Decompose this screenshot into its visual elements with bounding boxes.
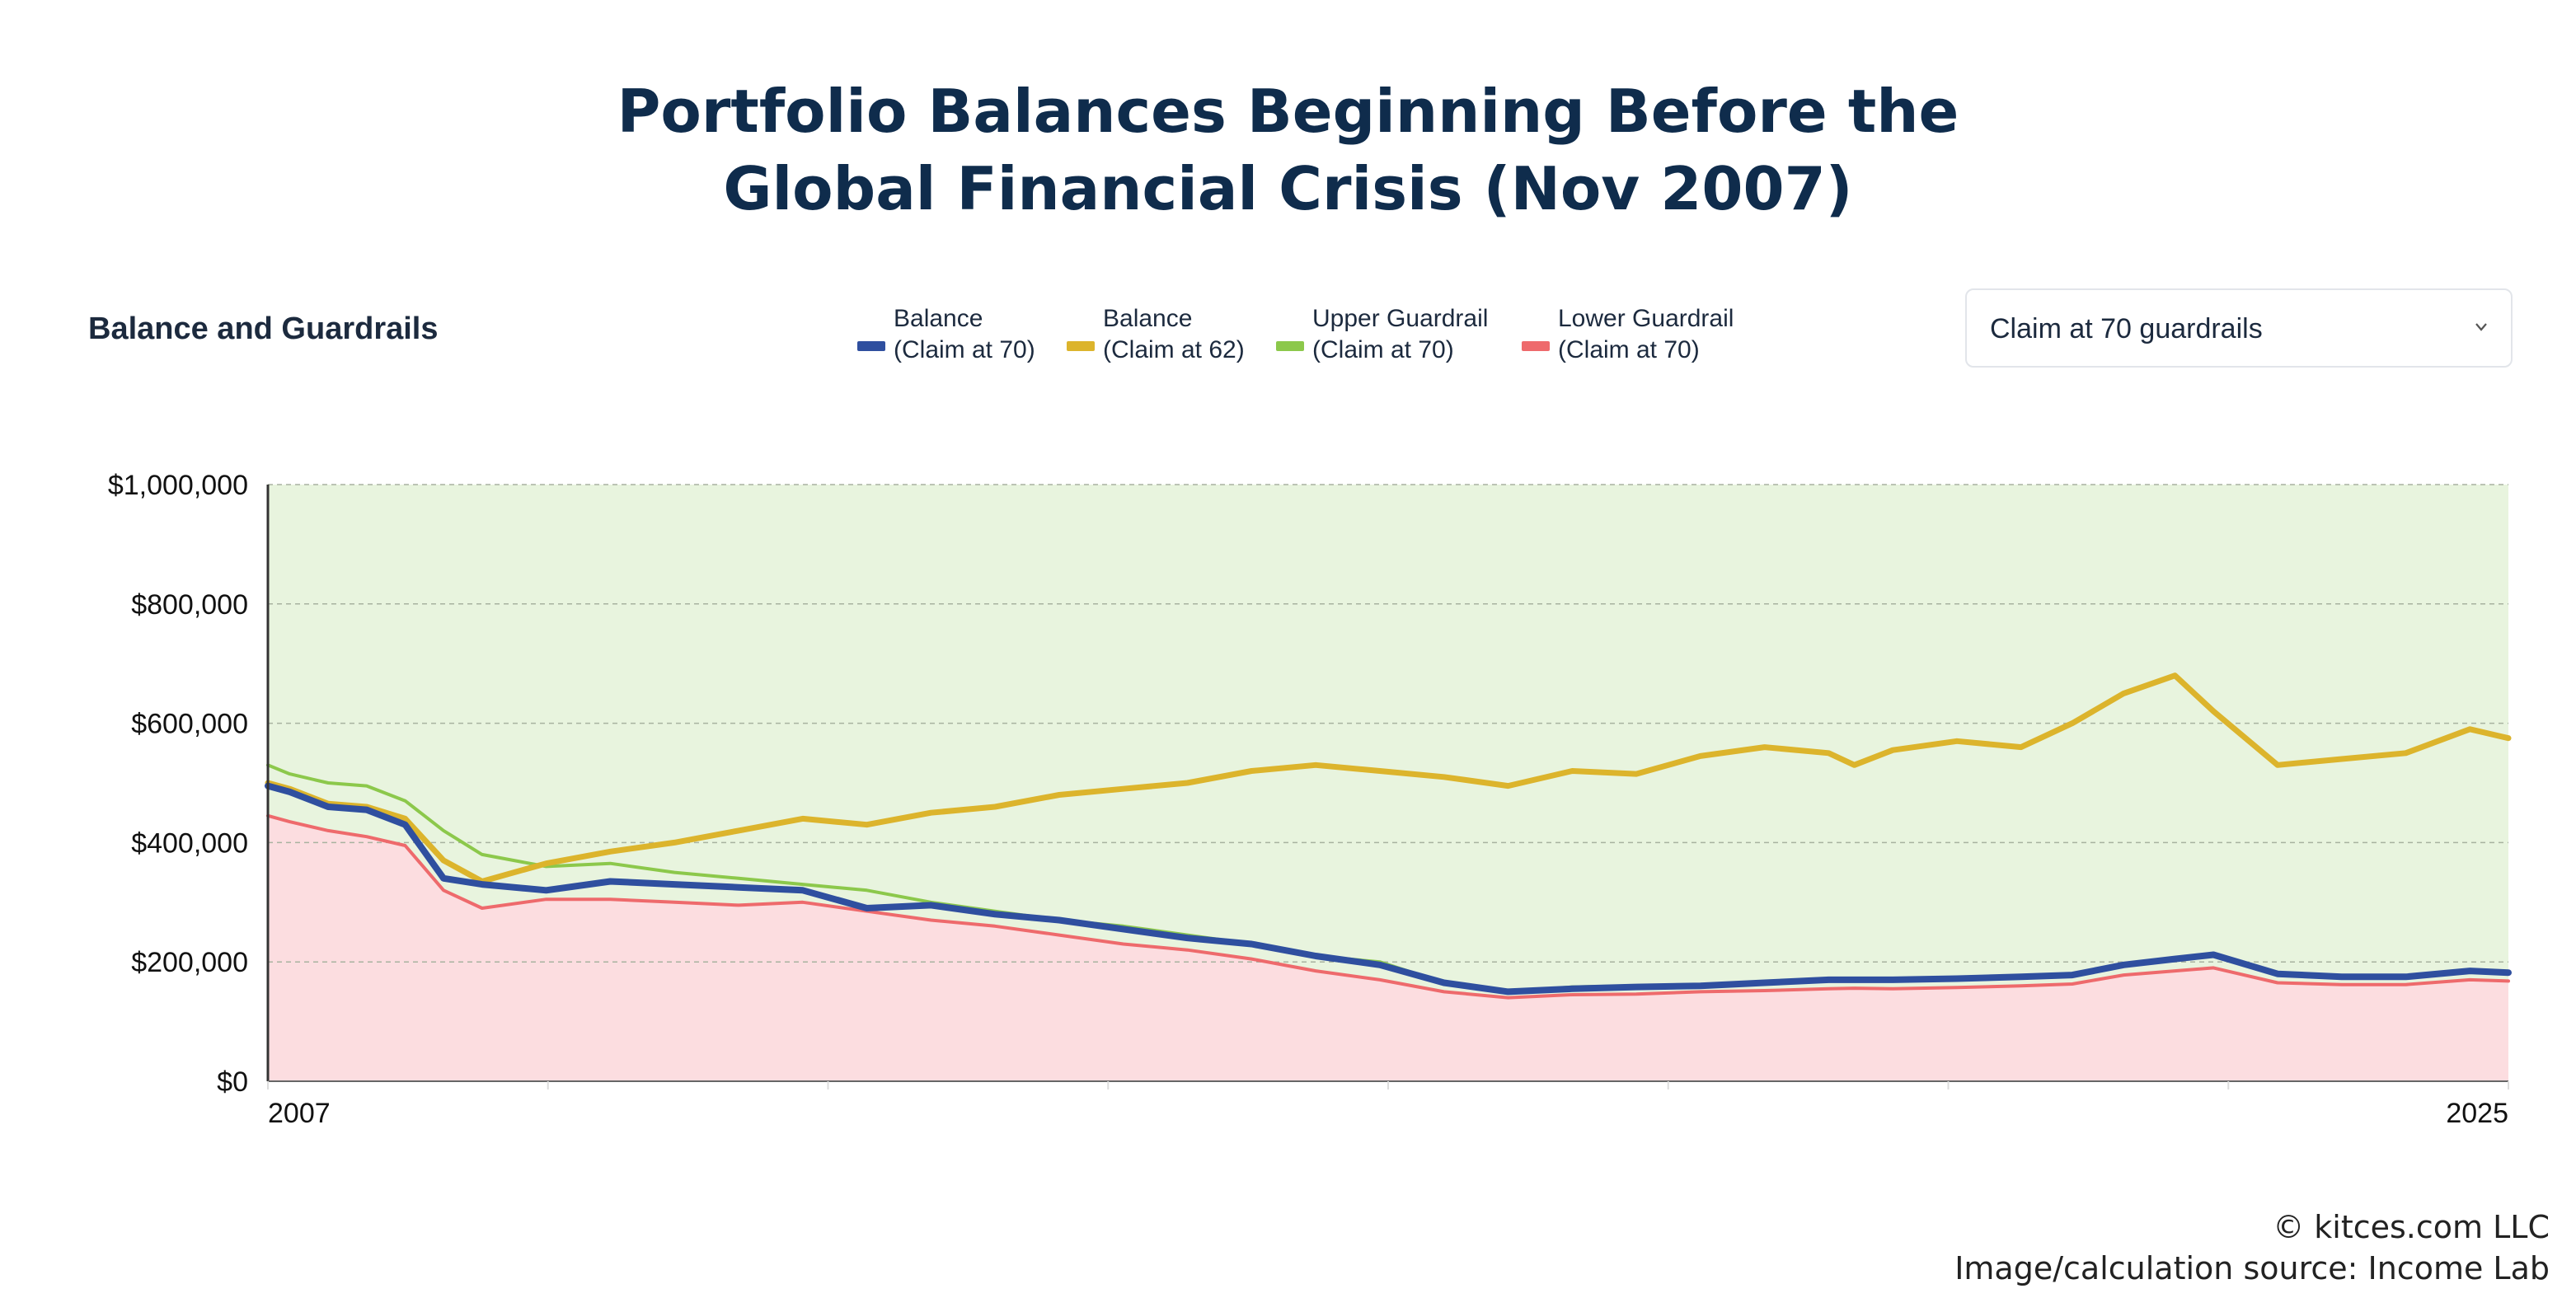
chevron-down-icon[interactable] [2475, 315, 2488, 340]
legend-swatch-lower-guardrail [1522, 341, 1550, 351]
legend-label-line2: (Claim at 70) [894, 336, 1035, 363]
legend-label-line2: (Claim at 70) [1312, 336, 1454, 363]
y-tick-label: $1,000,000 [108, 470, 248, 501]
series-line-balance-62 [265, 672, 2512, 884]
legend-swatch-upper-guardrail [1276, 341, 1304, 351]
legend-swatch-balance-70 [857, 341, 885, 351]
footer: © kitces.com LLC Image/calculation sourc… [1954, 1207, 2550, 1289]
y-tick-label: $600,000 [131, 709, 248, 740]
x-tick-label-end: 2025 [2446, 1098, 2508, 1129]
series-line-balance-70 [265, 782, 2512, 996]
chart-title-line2: Global Financial Crisis (Nov 2007) [723, 154, 1853, 223]
chart-title: Portfolio Balances Beginning Before the … [0, 73, 2576, 227]
legend-label-line2: (Claim at 62) [1103, 336, 1245, 363]
y-tick-label: $400,000 [131, 827, 248, 859]
y-tick-label: $0 [217, 1066, 248, 1098]
legend-label-line1: Lower Guardrail [1558, 305, 1734, 332]
legend-swatch-balance-62 [1067, 341, 1095, 351]
source-text: Image/calculation source: Income Lab [1954, 1250, 2550, 1286]
legend-label-line1: Balance [1103, 305, 1193, 332]
legend-label-line1: Balance [894, 305, 983, 332]
legend-label-line2: (Claim at 70) [1558, 336, 1700, 363]
chart-title-line1: Portfolio Balances Beginning Before the [617, 77, 1959, 146]
guardrails-select-value: Claim at 70 guardrails [1990, 313, 2263, 344]
balance-guardrails-chart: $0 $200,000 $400,000 $600,000 $800,000 $1,000… [108, 470, 2512, 1129]
section-title: Balance and Guardrails [88, 312, 439, 346]
guardrails-select[interactable]: Claim at 70 guardrails [1965, 288, 2513, 368]
y-tick-label: $200,000 [131, 947, 248, 978]
copyright-text: © kitces.com LLC [2273, 1209, 2550, 1245]
axes: $0 $200,000 $400,000 $600,000 $800,000 $1,000… [108, 470, 2509, 1129]
below-guardrail-area [268, 815, 2508, 1081]
x-tick-label-start: 2007 [268, 1098, 331, 1129]
guardrail-fills [268, 485, 2508, 1081]
series-line-lower-guardrail [266, 813, 2510, 1000]
series-lines [265, 672, 2512, 1000]
legend-label-line1: Upper Guardrail [1312, 305, 1489, 332]
y-tick-label: $800,000 [131, 589, 248, 621]
